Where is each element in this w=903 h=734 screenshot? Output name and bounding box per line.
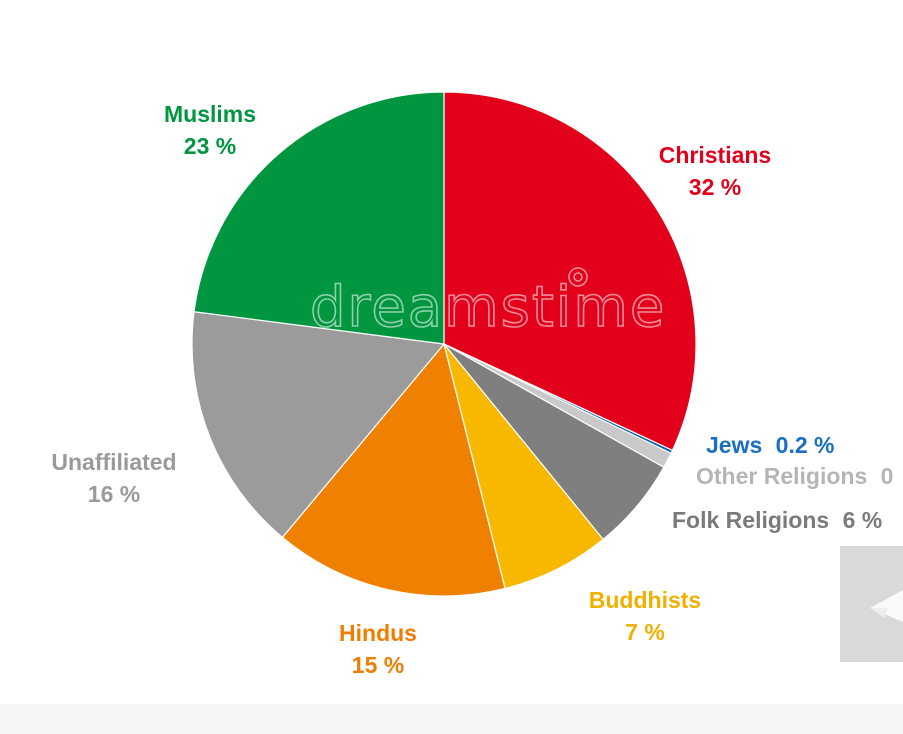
pie-slice-christians [443,91,697,452]
label-christians-name: Christians [659,142,771,168]
watermark-logo-icon [568,267,588,287]
label-folk-religions: Folk Religions 6 % [672,507,882,533]
label-unaffiliated-value: 16 % [88,481,140,507]
pie-slice-buddhists [443,343,604,590]
label-other-religions-name: Other Religions [696,463,867,489]
pie-slices [191,91,697,597]
label-jews-name: Jews [706,432,762,458]
label-unaffiliated-name: Unaffiliated [51,449,176,475]
bottom-strip [0,704,903,734]
watermark-logo-inner-icon [573,272,583,282]
pie-slice-unaffiliated [191,311,446,539]
label-other-religions-value: 0 [881,463,894,489]
label-muslims-name: Muslims [164,101,256,127]
pie-slice-hindus [281,342,506,597]
label-jews-value: 0.2 % [776,432,835,458]
corner-badge [840,546,903,662]
label-hindus-value: 15 % [352,652,404,678]
label-hindus-name: Hindus [339,620,417,646]
label-christians-value: 32 % [689,174,741,200]
watermark-text: dreamstime [310,275,666,340]
label-jews: Jews 0.2 % [706,432,834,458]
label-other-religions: Other Religions 0 [696,463,893,489]
label-folk-religions-value: 6 % [843,507,883,533]
pie-slice-muslims [193,91,445,345]
watermark: dreamstime [309,267,666,341]
label-muslims-value: 23 % [184,133,236,159]
label-buddhists-name: Buddhists [589,587,701,613]
pie-labels: Muslims 23 % Christians 32 % Jews 0.2 % … [51,101,893,678]
label-buddhists-value: 7 % [625,619,665,645]
label-folk-religions-name: Folk Religions [672,507,829,533]
paper-plane-icon [870,590,903,622]
